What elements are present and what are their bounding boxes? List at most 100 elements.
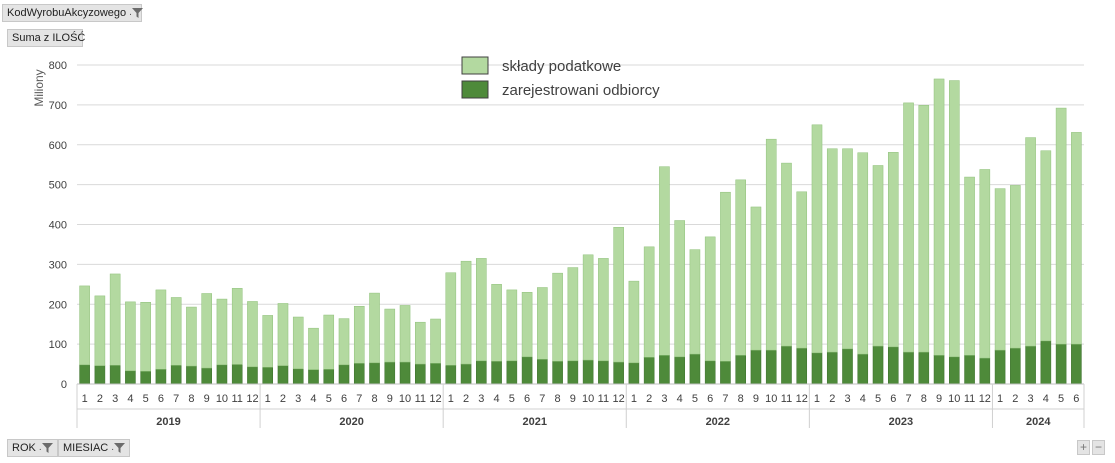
bars-layer xyxy=(79,78,1082,385)
zoom-out-button[interactable]: − xyxy=(1092,440,1105,455)
month-tick-label: 1 xyxy=(814,393,820,405)
bar-odbiorcy xyxy=(796,347,808,385)
month-tick-label: 12 xyxy=(246,393,258,405)
bar-sklady xyxy=(94,295,106,366)
filter-icon[interactable]: . xyxy=(129,4,143,22)
axis-field-rok[interactable]: ROK . xyxy=(7,439,58,457)
month-tick-label: 5 xyxy=(875,393,881,405)
bar-odbiorcy xyxy=(384,361,396,385)
bar-sklady xyxy=(811,124,823,354)
bar-odbiorcy xyxy=(994,349,1006,385)
bar-odbiorcy xyxy=(933,355,945,385)
filter-icon[interactable]: . xyxy=(39,439,53,457)
bar-odbiorcy xyxy=(79,364,90,385)
bar-odbiorcy xyxy=(292,368,304,385)
month-tick-label: 7 xyxy=(722,393,728,405)
bar-sklady xyxy=(1010,185,1021,349)
bar-sklady xyxy=(964,176,975,356)
bar-sklady xyxy=(231,288,243,365)
month-tick-label: 7 xyxy=(539,393,545,405)
bar-odbiorcy xyxy=(689,353,701,385)
bar-odbiorcy xyxy=(353,363,365,385)
month-tick-label: 6 xyxy=(707,393,713,405)
y-tick-label: 500 xyxy=(49,180,67,192)
bar-odbiorcy xyxy=(857,353,869,385)
legend-label-sklady: składy podatkowe xyxy=(502,58,621,75)
bar-sklady xyxy=(903,102,914,353)
bar-sklady xyxy=(552,272,563,362)
bar-odbiorcy xyxy=(750,349,762,385)
bar-odbiorcy xyxy=(781,345,792,385)
bar-odbiorcy xyxy=(94,365,106,385)
bar-sklady xyxy=(872,165,884,347)
legend-swatch-sklady xyxy=(461,56,489,75)
bar-odbiorcy xyxy=(598,360,609,385)
bar-sklady xyxy=(415,321,426,365)
bar-odbiorcy xyxy=(140,370,151,385)
year-group-label: 2019 xyxy=(156,416,180,428)
month-tick-label: 4 xyxy=(494,393,500,405)
zoom-in-button[interactable]: + xyxy=(1077,440,1090,455)
month-tick-label: 5 xyxy=(692,393,698,405)
bar-odbiorcy xyxy=(704,360,716,385)
month-tick-label: 3 xyxy=(478,393,484,405)
month-tick-label: 1 xyxy=(631,393,637,405)
bar-odbiorcy xyxy=(476,360,487,385)
year-group-label: 2024 xyxy=(1026,416,1051,428)
bar-odbiorcy xyxy=(918,351,930,385)
month-tick-label: 3 xyxy=(661,393,667,405)
month-tick-label: 10 xyxy=(399,393,411,405)
bar-odbiorcy xyxy=(231,364,243,385)
y-tick-label: 800 xyxy=(49,60,67,72)
month-tick-label: 3 xyxy=(844,393,850,405)
month-tick-label: 12 xyxy=(613,393,625,405)
month-tick-label: 3 xyxy=(1028,393,1034,405)
month-tick-label: 4 xyxy=(677,393,683,405)
bar-sklady xyxy=(1055,107,1067,345)
bar-sklady xyxy=(491,284,502,362)
bar-odbiorcy xyxy=(811,352,823,385)
bar-sklady xyxy=(643,246,655,358)
bar-sklady xyxy=(1040,150,1052,342)
month-tick-label: 5 xyxy=(143,393,149,405)
month-tick-label: 11 xyxy=(415,393,426,405)
bar-sklady xyxy=(613,227,624,363)
month-tick-label: 1 xyxy=(265,393,271,405)
bar-odbiorcy xyxy=(964,355,975,385)
month-tick-label: 5 xyxy=(326,393,332,405)
bar-sklady xyxy=(476,258,487,362)
bar-sklady xyxy=(1025,137,1036,347)
bar-odbiorcy xyxy=(949,356,960,385)
month-tick-label: 4 xyxy=(127,393,133,405)
bar-sklady xyxy=(735,179,746,356)
bar-odbiorcy xyxy=(277,365,289,385)
month-tick-label: 6 xyxy=(1073,393,1079,405)
month-tick-label: 6 xyxy=(158,393,164,405)
month-tick-label: 6 xyxy=(341,393,347,405)
bar-odbiorcy xyxy=(842,348,853,385)
bar-sklady xyxy=(353,305,365,364)
month-tick-label: 11 xyxy=(781,393,792,405)
month-tick-label: 4 xyxy=(1043,393,1049,405)
bar-odbiorcy xyxy=(186,365,197,385)
bar-odbiorcy xyxy=(887,346,899,385)
bar-odbiorcy xyxy=(460,363,472,385)
y-tick-label: 600 xyxy=(49,140,67,152)
month-tick-label: 2 xyxy=(829,393,835,405)
bar-sklady xyxy=(109,273,121,366)
bar-odbiorcy xyxy=(445,365,457,385)
bar-odbiorcy xyxy=(659,355,670,385)
bar-odbiorcy xyxy=(643,357,655,385)
month-tick-label: 8 xyxy=(371,393,377,405)
bar-odbiorcy xyxy=(567,360,579,385)
bar-sklady xyxy=(887,152,899,348)
y-tick-label: 300 xyxy=(49,259,67,271)
bar-sklady xyxy=(796,191,808,349)
axis-field-miesiac[interactable]: MIESIAC . xyxy=(58,439,131,457)
filter-icon[interactable]: . xyxy=(111,439,126,457)
bar-sklady xyxy=(949,80,960,358)
value-field-suma[interactable]: Suma z ILOŚĆ xyxy=(7,29,85,47)
bar-sklady xyxy=(308,327,319,370)
filter-field-kodwyrobu[interactable]: KodWyrobuAkcyzowego . xyxy=(2,4,143,22)
bar-sklady xyxy=(323,314,335,370)
